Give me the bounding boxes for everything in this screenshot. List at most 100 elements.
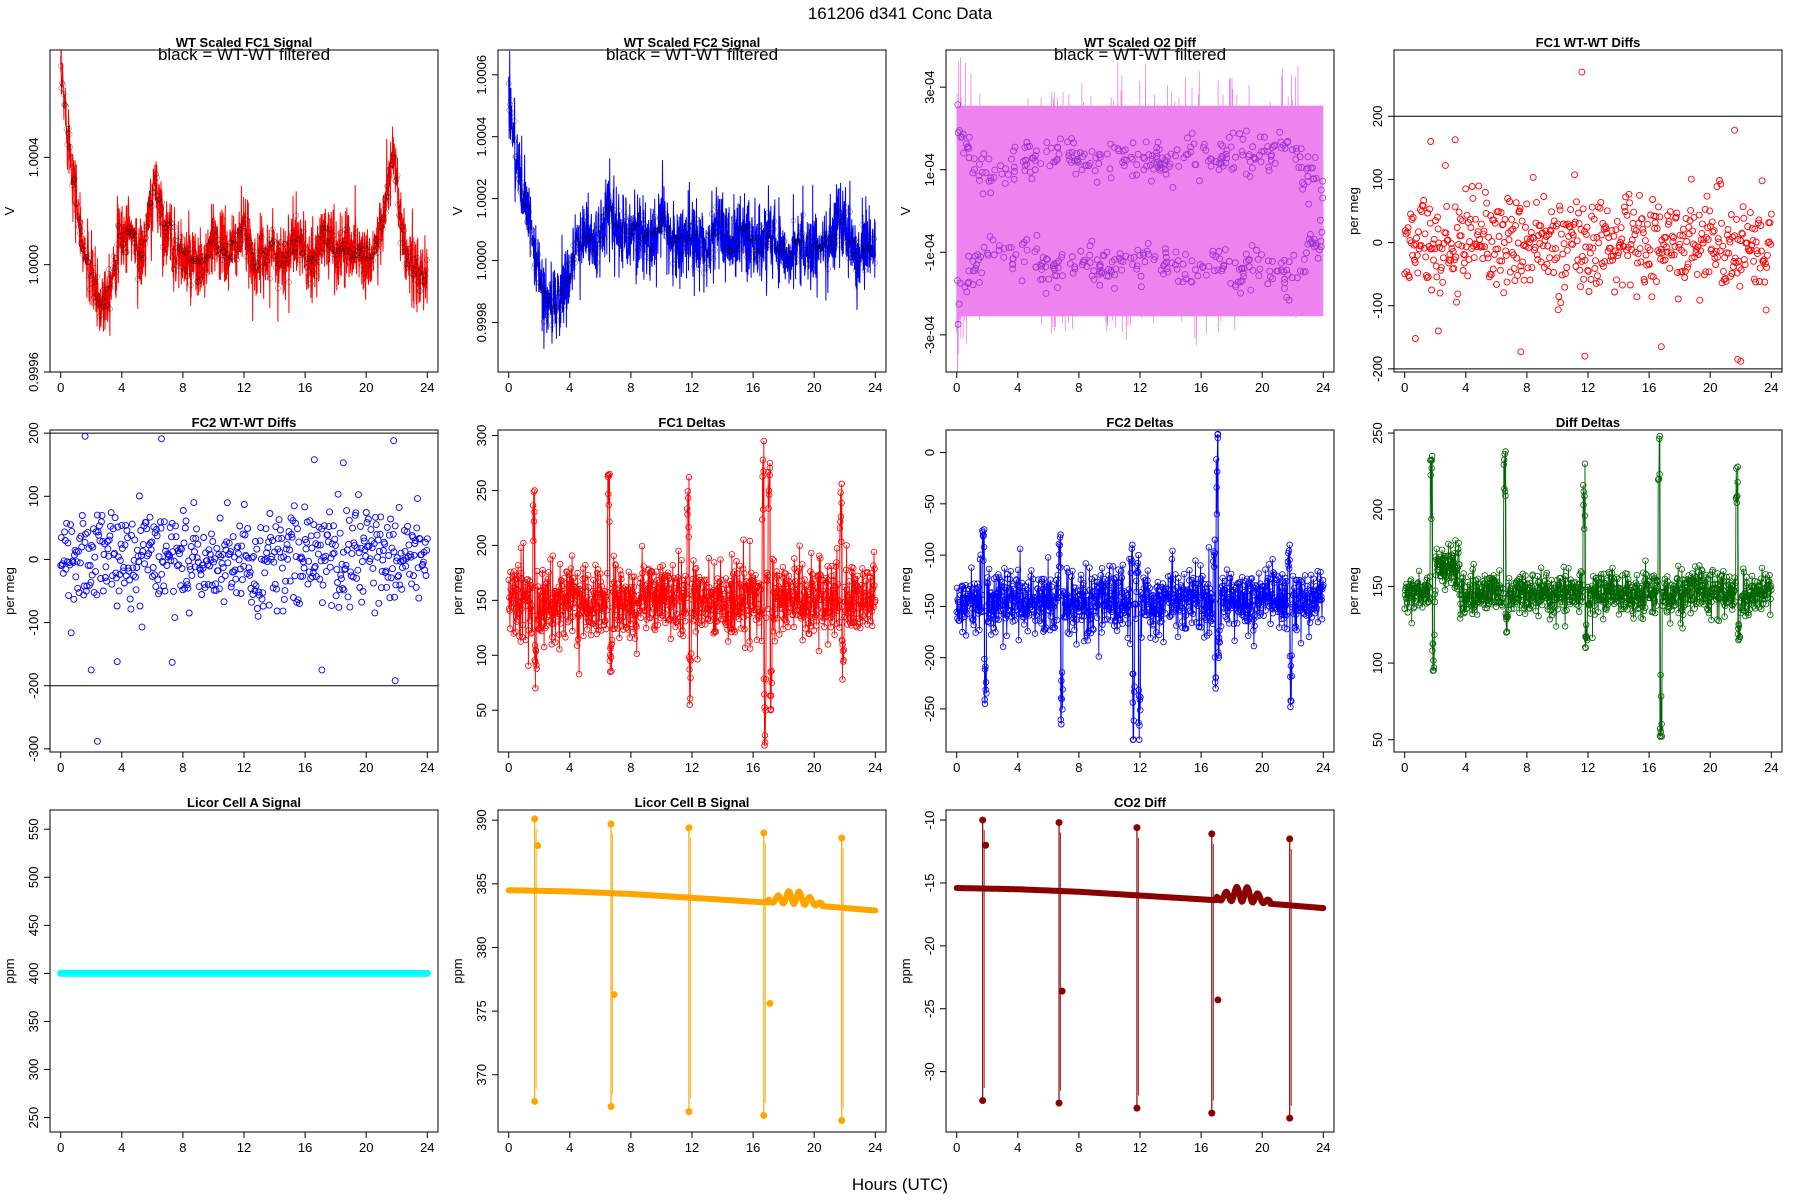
filtered-point [195,278,202,285]
data-point [973,598,980,605]
data-point [1141,577,1148,584]
data-point [151,571,158,579]
data-point [521,598,528,605]
data-point [1605,234,1613,241]
filtered-point [319,249,325,256]
filtered-point [379,225,386,232]
data-point [337,575,345,583]
data-point [1746,209,1754,217]
data-point [176,544,184,552]
data-point [114,523,122,531]
data-point [105,536,113,544]
data-point [1098,565,1106,572]
x-tick-label: 8 [1523,380,1530,395]
data-point [313,531,321,539]
filtered-point [848,237,855,243]
filtered-point [1165,163,1173,171]
data-point [1702,268,1710,276]
filtered-point [681,241,688,248]
data-point [1456,215,1464,223]
data-point [675,547,682,554]
data-point [1080,637,1088,645]
data-point [1670,251,1678,259]
filtered-point [599,237,605,244]
data-point [812,598,819,605]
filtered-point [609,222,615,229]
filtered-point [610,206,617,213]
filtered-point [1277,259,1285,267]
y-tick-label: 0 [26,556,41,563]
filtered-point [74,212,81,219]
data-point [840,646,848,654]
filtered-point [100,287,107,293]
data-point [1434,225,1442,233]
data-point [1521,223,1529,231]
filtered-point [508,97,514,104]
data-point [1629,219,1637,227]
filtered-point [1240,273,1247,280]
data-point [1070,615,1077,622]
filtered-point [359,262,366,268]
data-point [280,553,288,561]
data-point [132,586,140,594]
filtered-point [1242,250,1250,258]
filtered-point [619,225,626,232]
data-point [147,546,155,554]
data-point [1703,192,1711,200]
filtered-point [756,222,763,229]
data-point [124,534,132,542]
filtered-point [71,177,77,183]
filtered-point [528,227,535,233]
filtered-point [312,259,319,266]
y-tick-label: 0.9996 [26,352,41,392]
data-point [1127,569,1134,577]
filtered-point [696,265,703,272]
data-point [1555,293,1563,300]
data-point [73,558,81,566]
filtered-point [847,238,854,245]
filtered-point [1065,152,1073,160]
filtered-point [1256,151,1263,159]
data-point [392,581,400,589]
data-point [514,616,521,623]
data-point [589,620,596,627]
data-point [847,610,855,617]
data-point [341,565,349,573]
filtered-point [311,252,318,259]
data-point [303,538,311,546]
data-point [1453,224,1461,231]
data-point [1623,211,1631,219]
data-point [1082,560,1089,567]
filtered-point [393,175,400,182]
filtered-point [708,234,715,241]
filtered-point [235,246,242,253]
data-point [1186,567,1193,574]
data-point [1563,246,1571,254]
data-point [621,587,629,594]
filtered-point [1054,264,1062,272]
data-point [229,533,237,541]
data-point [802,583,810,590]
filtered-point [524,218,530,225]
data-point [1529,233,1537,241]
data-point [540,643,548,651]
filtered-point [1238,148,1246,156]
data-point [524,576,531,583]
data-point [517,602,524,609]
data-point [1283,612,1290,619]
data-point [1002,586,1010,593]
filtered-point [670,241,677,248]
filtered-point [1140,155,1148,162]
filtered-point [286,279,292,286]
data-point [1624,252,1632,260]
filtered-point [640,212,646,219]
data-point [814,606,822,613]
data-point [595,626,602,634]
filtered-point [701,270,707,277]
data-point [1683,238,1691,245]
data-point [93,511,101,519]
filtered-point [159,244,166,250]
data-point [337,571,345,579]
data-point [800,589,808,596]
